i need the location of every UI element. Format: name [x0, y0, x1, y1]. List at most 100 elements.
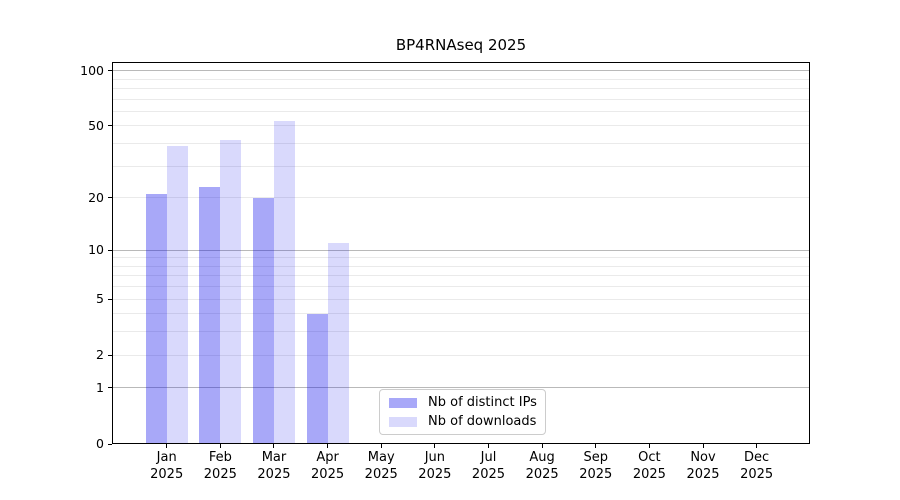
x-tick-label: Dec 2025 — [727, 450, 787, 483]
legend-item-downloads: Nb of downloads — [389, 414, 536, 429]
gridline-minor — [113, 313, 809, 315]
x-tick-label: Apr 2025 — [298, 450, 358, 483]
chart-title: BP4RNAseq 2025 — [395, 36, 527, 54]
y-tick-label: 5 — [96, 291, 104, 307]
x-tick-label: Aug 2025 — [512, 450, 572, 483]
legend-swatch-distinct-ips-icon — [389, 397, 417, 408]
x-tick-label: Mar 2025 — [244, 450, 304, 483]
x-tick-year: 2025 — [686, 466, 720, 482]
gridline-minor — [113, 143, 809, 145]
y-tick-mark — [108, 387, 112, 389]
y-tick-mark — [108, 298, 112, 300]
gridline-minor — [113, 88, 809, 90]
gridline-minor — [113, 197, 809, 199]
bar-distinct-ips — [306, 313, 328, 444]
x-tick-mark — [434, 444, 436, 448]
x-tick-label: Feb 2025 — [190, 450, 250, 483]
gridline-minor — [113, 265, 809, 267]
x-tick-month: Feb — [208, 450, 232, 465]
x-tick-label: May 2025 — [351, 450, 411, 483]
x-tick-mark — [702, 444, 704, 448]
x-tick-month: Mar — [261, 450, 287, 465]
y-tick-mark — [108, 354, 112, 356]
x-tick-year: 2025 — [150, 466, 184, 482]
y-tick-mark — [108, 443, 112, 445]
gridline-minor — [113, 298, 809, 300]
bar-distinct-ips — [199, 186, 221, 444]
x-tick-year: 2025 — [632, 466, 666, 482]
x-tick-label: Nov 2025 — [673, 450, 733, 483]
x-tick-month: Jun — [424, 450, 445, 465]
x-tick-year: 2025 — [364, 466, 398, 482]
gridline-minor — [113, 125, 809, 127]
gridline-minor — [113, 78, 809, 80]
legend-item-distinct-ips: Nb of distinct IPs — [389, 395, 537, 410]
y-tick-label: 20 — [88, 189, 104, 205]
legend: Nb of distinct IPs Nb of downloads — [379, 389, 546, 435]
gridline-major — [113, 70, 809, 72]
x-tick-label: Sep 2025 — [566, 450, 626, 483]
x-tick-year: 2025 — [418, 466, 452, 482]
gridline-minor — [113, 98, 809, 100]
x-tick-month: Nov — [690, 450, 716, 465]
x-tick-mark — [166, 444, 168, 448]
x-tick-label: Jul 2025 — [458, 450, 518, 483]
gridline-minor — [113, 354, 809, 356]
x-tick-mark — [273, 444, 275, 448]
x-tick-label: Jun 2025 — [405, 450, 465, 483]
x-tick-year: 2025 — [257, 466, 291, 482]
y-tick-mark — [108, 125, 112, 127]
gridline-minor — [113, 165, 809, 167]
x-tick-year: 2025 — [525, 466, 559, 482]
y-tick-label: 10 — [88, 242, 104, 258]
x-tick-label: Jan 2025 — [137, 450, 197, 483]
gridline-minor — [113, 275, 809, 277]
x-tick-month: Apr — [316, 450, 339, 465]
gridline-minor — [113, 331, 809, 333]
y-tick-mark — [108, 249, 112, 251]
gridline-minor — [113, 111, 809, 112]
bar-downloads — [166, 145, 188, 444]
x-tick-mark — [487, 444, 489, 448]
x-tick-year: 2025 — [471, 466, 506, 482]
x-tick-year: 2025 — [311, 466, 345, 482]
x-tick-year: 2025 — [203, 466, 237, 482]
x-tick-month: Aug — [529, 450, 555, 465]
bar-distinct-ips — [145, 193, 167, 444]
x-tick-month: Oct — [638, 450, 661, 465]
x-tick-mark — [648, 444, 650, 448]
y-tick-label: 0 — [96, 436, 104, 451]
y-tick-mark — [108, 197, 112, 199]
gridline-minor — [113, 286, 809, 288]
x-tick-label: Oct 2025 — [619, 450, 679, 483]
x-tick-month: Jul — [480, 450, 497, 465]
x-tick-mark — [595, 444, 597, 448]
y-tick-label: 50 — [88, 117, 104, 133]
x-tick-month: Dec — [744, 450, 770, 465]
x-tick-mark — [327, 444, 329, 448]
y-tick-label: 2 — [96, 347, 104, 363]
gridline-major — [113, 387, 809, 389]
bar-distinct-ips — [252, 197, 274, 444]
x-tick-mark — [756, 444, 758, 448]
x-tick-mark — [380, 444, 382, 448]
legend-label-distinct-ips: Nb of distinct IPs — [428, 395, 537, 410]
legend-label-downloads: Nb of downloads — [428, 414, 537, 429]
bar-downloads — [220, 139, 242, 444]
x-tick-year: 2025 — [740, 466, 774, 482]
y-tick-mark — [108, 70, 112, 72]
bar-downloads — [273, 121, 295, 444]
legend-swatch-downloads-icon — [389, 416, 417, 427]
gridline-major — [113, 249, 809, 251]
bar-downloads — [327, 243, 349, 444]
y-tick-label: 1 — [96, 379, 104, 395]
x-tick-month: Jan — [156, 450, 177, 465]
x-tick-month: May — [367, 450, 395, 465]
x-tick-year: 2025 — [579, 466, 613, 482]
x-tick-month: Sep — [583, 450, 608, 465]
x-tick-mark — [219, 444, 221, 448]
gridline-minor — [113, 257, 809, 259]
x-tick-mark — [541, 444, 543, 448]
y-tick-label: 100 — [80, 62, 104, 78]
